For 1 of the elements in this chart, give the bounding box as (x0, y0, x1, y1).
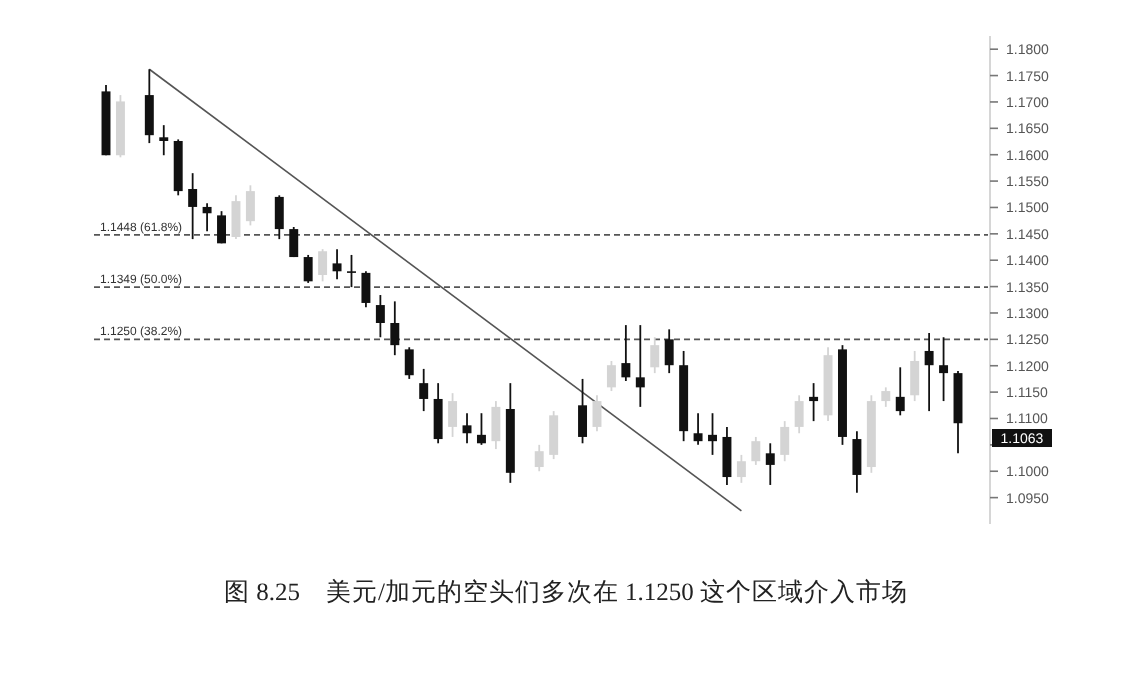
caption: 图 8.25 美元/加元的空头们多次在 1.1250 这个区域介入市场 (223, 576, 909, 606)
